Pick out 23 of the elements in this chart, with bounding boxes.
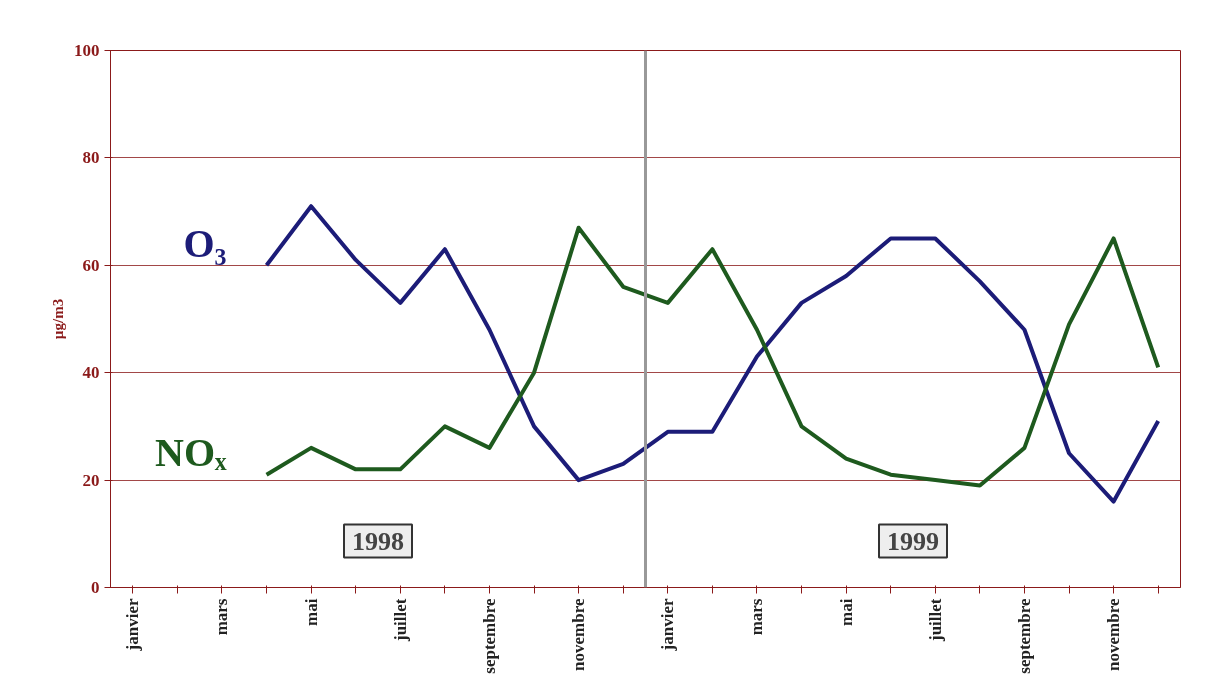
series-label: O₃ [183,220,227,266]
y-tick-label: 0 [91,578,100,597]
x-tick-label: janvier [658,598,678,652]
x-tick-label: septembre [479,598,499,674]
x-tick-label: janvier [123,598,143,652]
x-tick-label: mai [836,598,856,626]
x-tick-label: mai [301,598,321,626]
y-tick-label: 100 [74,41,100,60]
x-tick-label: juillet [390,598,410,642]
annotation: 1999 [887,526,939,556]
annotation: 1998 [352,526,404,556]
y-tick-label: 40 [82,363,100,383]
y-tick-label: 80 [82,148,100,168]
x-tick-label: mars [747,598,767,636]
x-tick-label: septembre [1014,598,1034,674]
x-tick-label: mars [212,598,232,636]
x-tick-label: novembre [569,598,589,671]
x-tick-label: juillet [925,598,945,642]
y-tick-label: 20 [82,470,100,490]
y-tick-label: 60 [82,255,100,275]
series-label: NOₓ [155,430,228,476]
y-axis-title: µg/m3 [50,298,66,340]
x-tick-label: novembre [1104,598,1124,671]
